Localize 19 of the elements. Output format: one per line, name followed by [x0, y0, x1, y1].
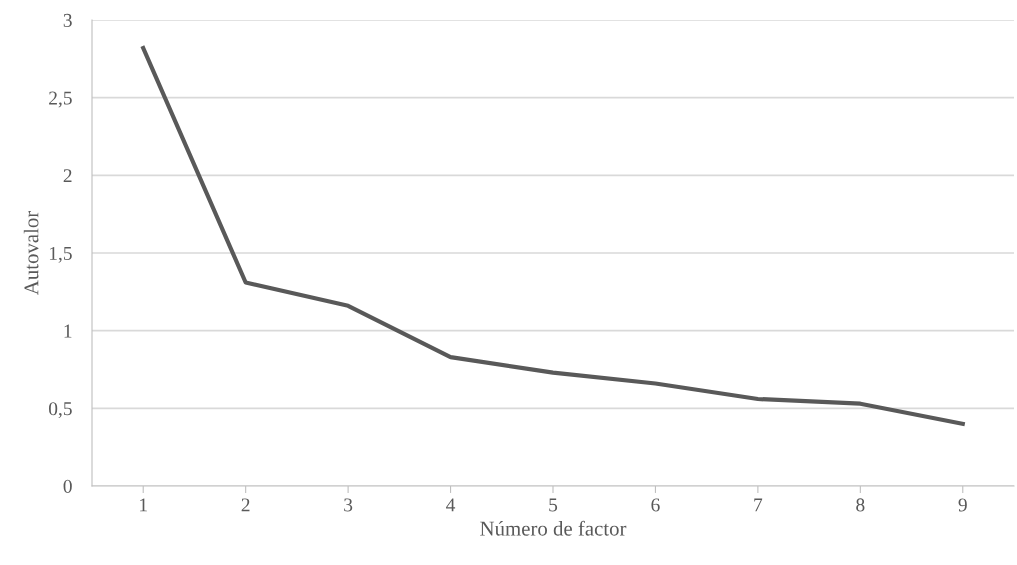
y-tick-label: 1,5: [49, 246, 72, 263]
y-axis-title: Autovalor: [23, 210, 39, 296]
y-tick-label: 2: [63, 169, 72, 183]
x-tick-label: 3: [344, 498, 353, 512]
x-tick-label: 2: [241, 498, 250, 512]
x-tick-label: 9: [958, 498, 967, 512]
y-tick-label: 0: [63, 479, 72, 493]
y-tick-label: 0,5: [48, 402, 72, 419]
x-tick-label: 4: [446, 498, 456, 512]
x-tick-label: 6: [651, 498, 660, 512]
x-tick-label: 8: [856, 498, 865, 512]
line-series: [141, 45, 965, 426]
y-tick-label: 3: [63, 13, 72, 27]
x-axis-title: Número de factor: [480, 520, 627, 536]
x-tick-label: 1: [140, 498, 147, 512]
y-tick-label: 1: [64, 324, 72, 338]
x-tick-label: 7: [754, 498, 763, 512]
y-tick-label: 2,5: [49, 91, 72, 108]
x-tick-label: 5: [549, 498, 558, 512]
